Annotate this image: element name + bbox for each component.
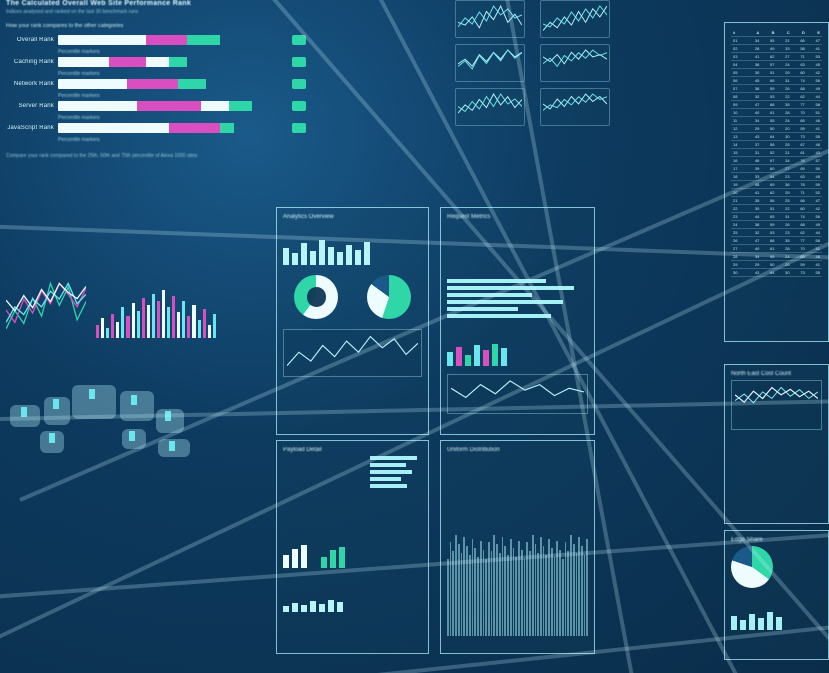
panel-title: Payload Detail bbox=[283, 447, 422, 453]
panel-analytics: Analytics Overview bbox=[276, 207, 429, 435]
mini-line-chart bbox=[6, 278, 86, 338]
rank-bar bbox=[58, 57, 289, 67]
rank-label: Network Rank bbox=[6, 81, 58, 87]
panel-edge: Edge Share bbox=[724, 530, 829, 660]
rank-row: Overall Rank bbox=[6, 33, 306, 47]
pie-chart bbox=[367, 275, 411, 319]
data-table: #ABCDE0134552166470228493358410341622771… bbox=[731, 29, 822, 277]
rank-endcap bbox=[292, 57, 306, 67]
line-chart bbox=[731, 380, 822, 430]
panel-requests: Request Metrics bbox=[440, 207, 595, 435]
world-map bbox=[2, 365, 212, 480]
rank-row: Caching Rank bbox=[6, 55, 306, 69]
sparkline bbox=[540, 88, 610, 126]
rank-bar bbox=[58, 123, 289, 133]
grouped-bar-chart bbox=[447, 223, 588, 271]
rank-label: JavaScript Rank bbox=[6, 125, 58, 131]
rank-endcap bbox=[292, 79, 306, 89]
rank-note: Compare your rank compared to the 25th, … bbox=[6, 153, 306, 159]
pie-chart bbox=[731, 546, 773, 588]
horizontal-bar-chart bbox=[370, 456, 422, 514]
mini-bar-chart bbox=[96, 278, 216, 338]
panel-title: Uniform Distribution bbox=[447, 447, 588, 453]
rank-bar bbox=[58, 101, 289, 111]
horizontal-bar-chart bbox=[447, 279, 588, 318]
rank-label: Caching Rank bbox=[6, 59, 58, 65]
panel-payload: Payload Detail bbox=[276, 440, 429, 654]
rank-endcap bbox=[292, 101, 306, 111]
line-chart bbox=[283, 329, 422, 377]
rank-label: Server Rank bbox=[6, 103, 58, 109]
rank-panel: The Calculated Overall Web Site Performa… bbox=[6, 0, 306, 163]
panel-title: Analytics Overview bbox=[283, 214, 422, 220]
sparkline bbox=[455, 88, 525, 126]
rank-endcap bbox=[292, 123, 306, 133]
mini-charts bbox=[6, 278, 236, 338]
grouped-bar-chart bbox=[731, 438, 822, 486]
rank-rows: Overall RankPercentile markersCaching Ra… bbox=[6, 33, 306, 143]
rank-subtitle: Indices analysed and ranked on the last … bbox=[6, 9, 306, 15]
rank-title: The Calculated Overall Web Site Performa… bbox=[6, 0, 306, 7]
donut-chart bbox=[294, 275, 338, 319]
bar-chart bbox=[283, 223, 422, 265]
sparkline bbox=[540, 0, 610, 38]
panel-title: North East Cost Count bbox=[731, 371, 822, 377]
bar-chart bbox=[283, 524, 307, 568]
bar-chart bbox=[283, 580, 422, 612]
sparkline bbox=[540, 44, 610, 82]
bar-chart bbox=[731, 596, 822, 630]
bar-chart bbox=[447, 326, 588, 366]
sparkline bbox=[455, 0, 525, 38]
data-table-panel: #ABCDE0134552166470228493358410341622771… bbox=[724, 22, 829, 342]
rank-bar bbox=[58, 79, 289, 89]
thin-bar-chart bbox=[447, 456, 588, 636]
rank-row: Server Rank bbox=[6, 99, 306, 113]
panel-title: Edge Share bbox=[731, 537, 822, 543]
line-chart bbox=[447, 374, 588, 414]
rank-section-heading: How your rank compares to the other cate… bbox=[6, 23, 306, 29]
bar-chart bbox=[321, 524, 345, 568]
stage: The Calculated Overall Web Site Performa… bbox=[0, 0, 829, 673]
grouped-bar-chart bbox=[283, 456, 364, 514]
sparkline-grid bbox=[455, 0, 615, 126]
rank-row: Network Rank bbox=[6, 77, 306, 91]
rank-bar bbox=[58, 35, 289, 45]
panel-title: Request Metrics bbox=[447, 214, 588, 220]
panel-northeast: North East Cost Count bbox=[724, 364, 829, 524]
rank-endcap bbox=[292, 35, 306, 45]
rank-label: Overall Rank bbox=[6, 37, 58, 43]
sparkline bbox=[455, 44, 525, 82]
rank-row: JavaScript Rank bbox=[6, 121, 306, 135]
panel-distribution: Uniform Distribution bbox=[440, 440, 595, 654]
